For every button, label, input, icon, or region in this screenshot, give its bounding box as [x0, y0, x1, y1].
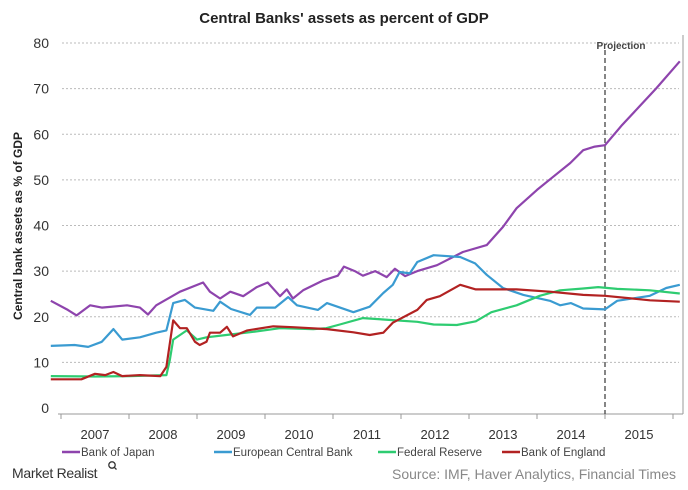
y-tick-label: 20 — [33, 309, 49, 325]
y-axis-label: Central bank assets as % of GDP — [11, 132, 25, 320]
x-tick-label: 2013 — [489, 427, 518, 442]
series-line-european-central-bank — [50, 254, 681, 348]
market-realist-logo: Market Realist — [12, 461, 117, 481]
y-tick-label: 70 — [33, 81, 49, 97]
y-tick-label: 40 — [33, 218, 49, 234]
legend: Bank of Japan European Central Bank Federa… — [62, 447, 605, 459]
legend-item: Bank of Japan — [62, 447, 155, 459]
legend-label: Bank of Japan — [81, 447, 155, 459]
legend-item: Federal Reserve — [378, 447, 482, 459]
x-tick-label: 2007 — [81, 427, 110, 442]
source-note: Source: IMF, Haver Analytics, Financial … — [392, 466, 676, 482]
series-line-bank-of-japan — [50, 60, 681, 317]
x-tick-label: 2014 — [557, 427, 586, 442]
gridlines — [62, 42, 679, 363]
projection-label: Projection — [597, 41, 646, 52]
x-tick-label: 2009 — [217, 427, 246, 442]
y-tick-label: 0 — [41, 400, 49, 416]
x-tick-label: 2015 — [625, 427, 654, 442]
y-tick-label: 10 — [33, 354, 49, 370]
magnifier-icon — [108, 461, 117, 470]
x-axis: 2007 2008 2009 2010 2011 2012 2013 2014 2015 — [58, 35, 684, 442]
y-tick-label: 30 — [33, 263, 49, 279]
y-tick-label: 50 — [33, 172, 49, 188]
x-tick-label: 2012 — [421, 427, 450, 442]
legend-item: Bank of England — [502, 447, 605, 459]
legend-label: European Central Bank — [233, 447, 353, 459]
y-tick-label: 80 — [33, 35, 49, 51]
series-line-federal-reserve — [50, 286, 680, 378]
series-line-bank-of-england — [50, 283, 680, 381]
x-tick-label: 2010 — [285, 427, 314, 442]
y-tick-labels: 0 10 20 30 40 50 60 70 80 — [33, 35, 49, 416]
x-tick-label: 2008 — [149, 427, 178, 442]
projection-marker: Projection — [597, 41, 646, 414]
legend-label: Bank of England — [521, 447, 605, 459]
x-tick-label: 2011 — [353, 427, 381, 442]
chart-title: Central Banks' assets as percent of GDP — [199, 10, 489, 27]
legend-item: European Central Bank — [214, 447, 353, 459]
series-lines — [50, 60, 681, 381]
legend-label: Federal Reserve — [397, 447, 482, 459]
brand-text: Market Realist — [12, 465, 98, 481]
y-tick-label: 60 — [33, 126, 49, 142]
